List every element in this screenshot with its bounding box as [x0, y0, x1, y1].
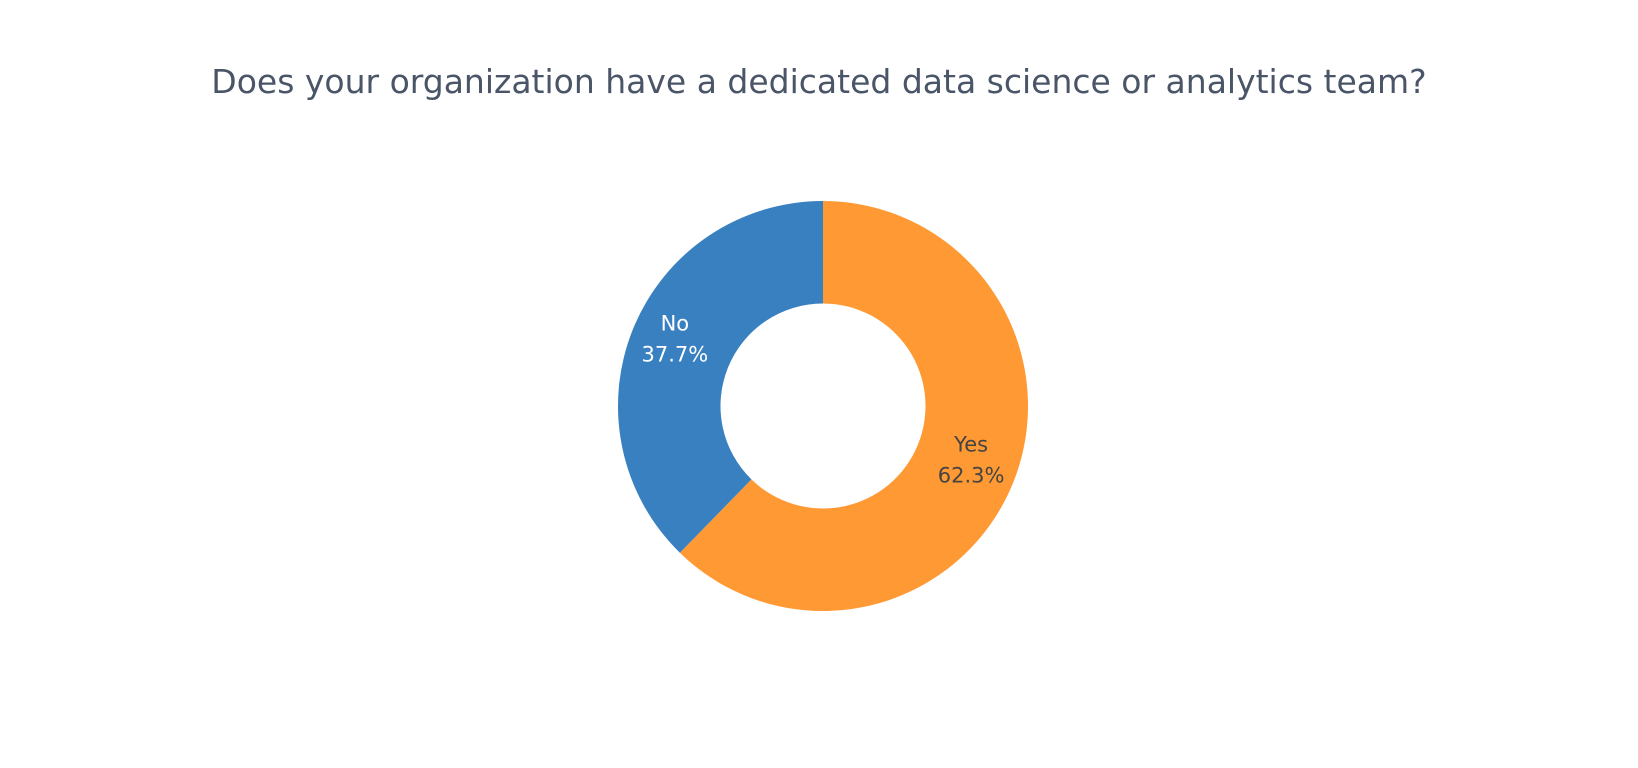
slice-percent: 37.7%: [642, 343, 709, 367]
donut-slices: [618, 201, 1028, 611]
slice-labels: Yes 62.3% No 37.7%: [642, 312, 1005, 488]
slice-percent: 62.3%: [938, 463, 1005, 487]
slice-label-no: No 37.7%: [642, 312, 709, 367]
slice-name: No: [661, 312, 690, 336]
slice-name: Yes: [953, 432, 988, 456]
slice-label-yes: Yes 62.3%: [938, 432, 1005, 487]
slice-no[interactable]: [618, 201, 823, 553]
slice-yes[interactable]: [679, 201, 1028, 611]
chart-title: Does your organization have a dedicated …: [211, 62, 1427, 101]
